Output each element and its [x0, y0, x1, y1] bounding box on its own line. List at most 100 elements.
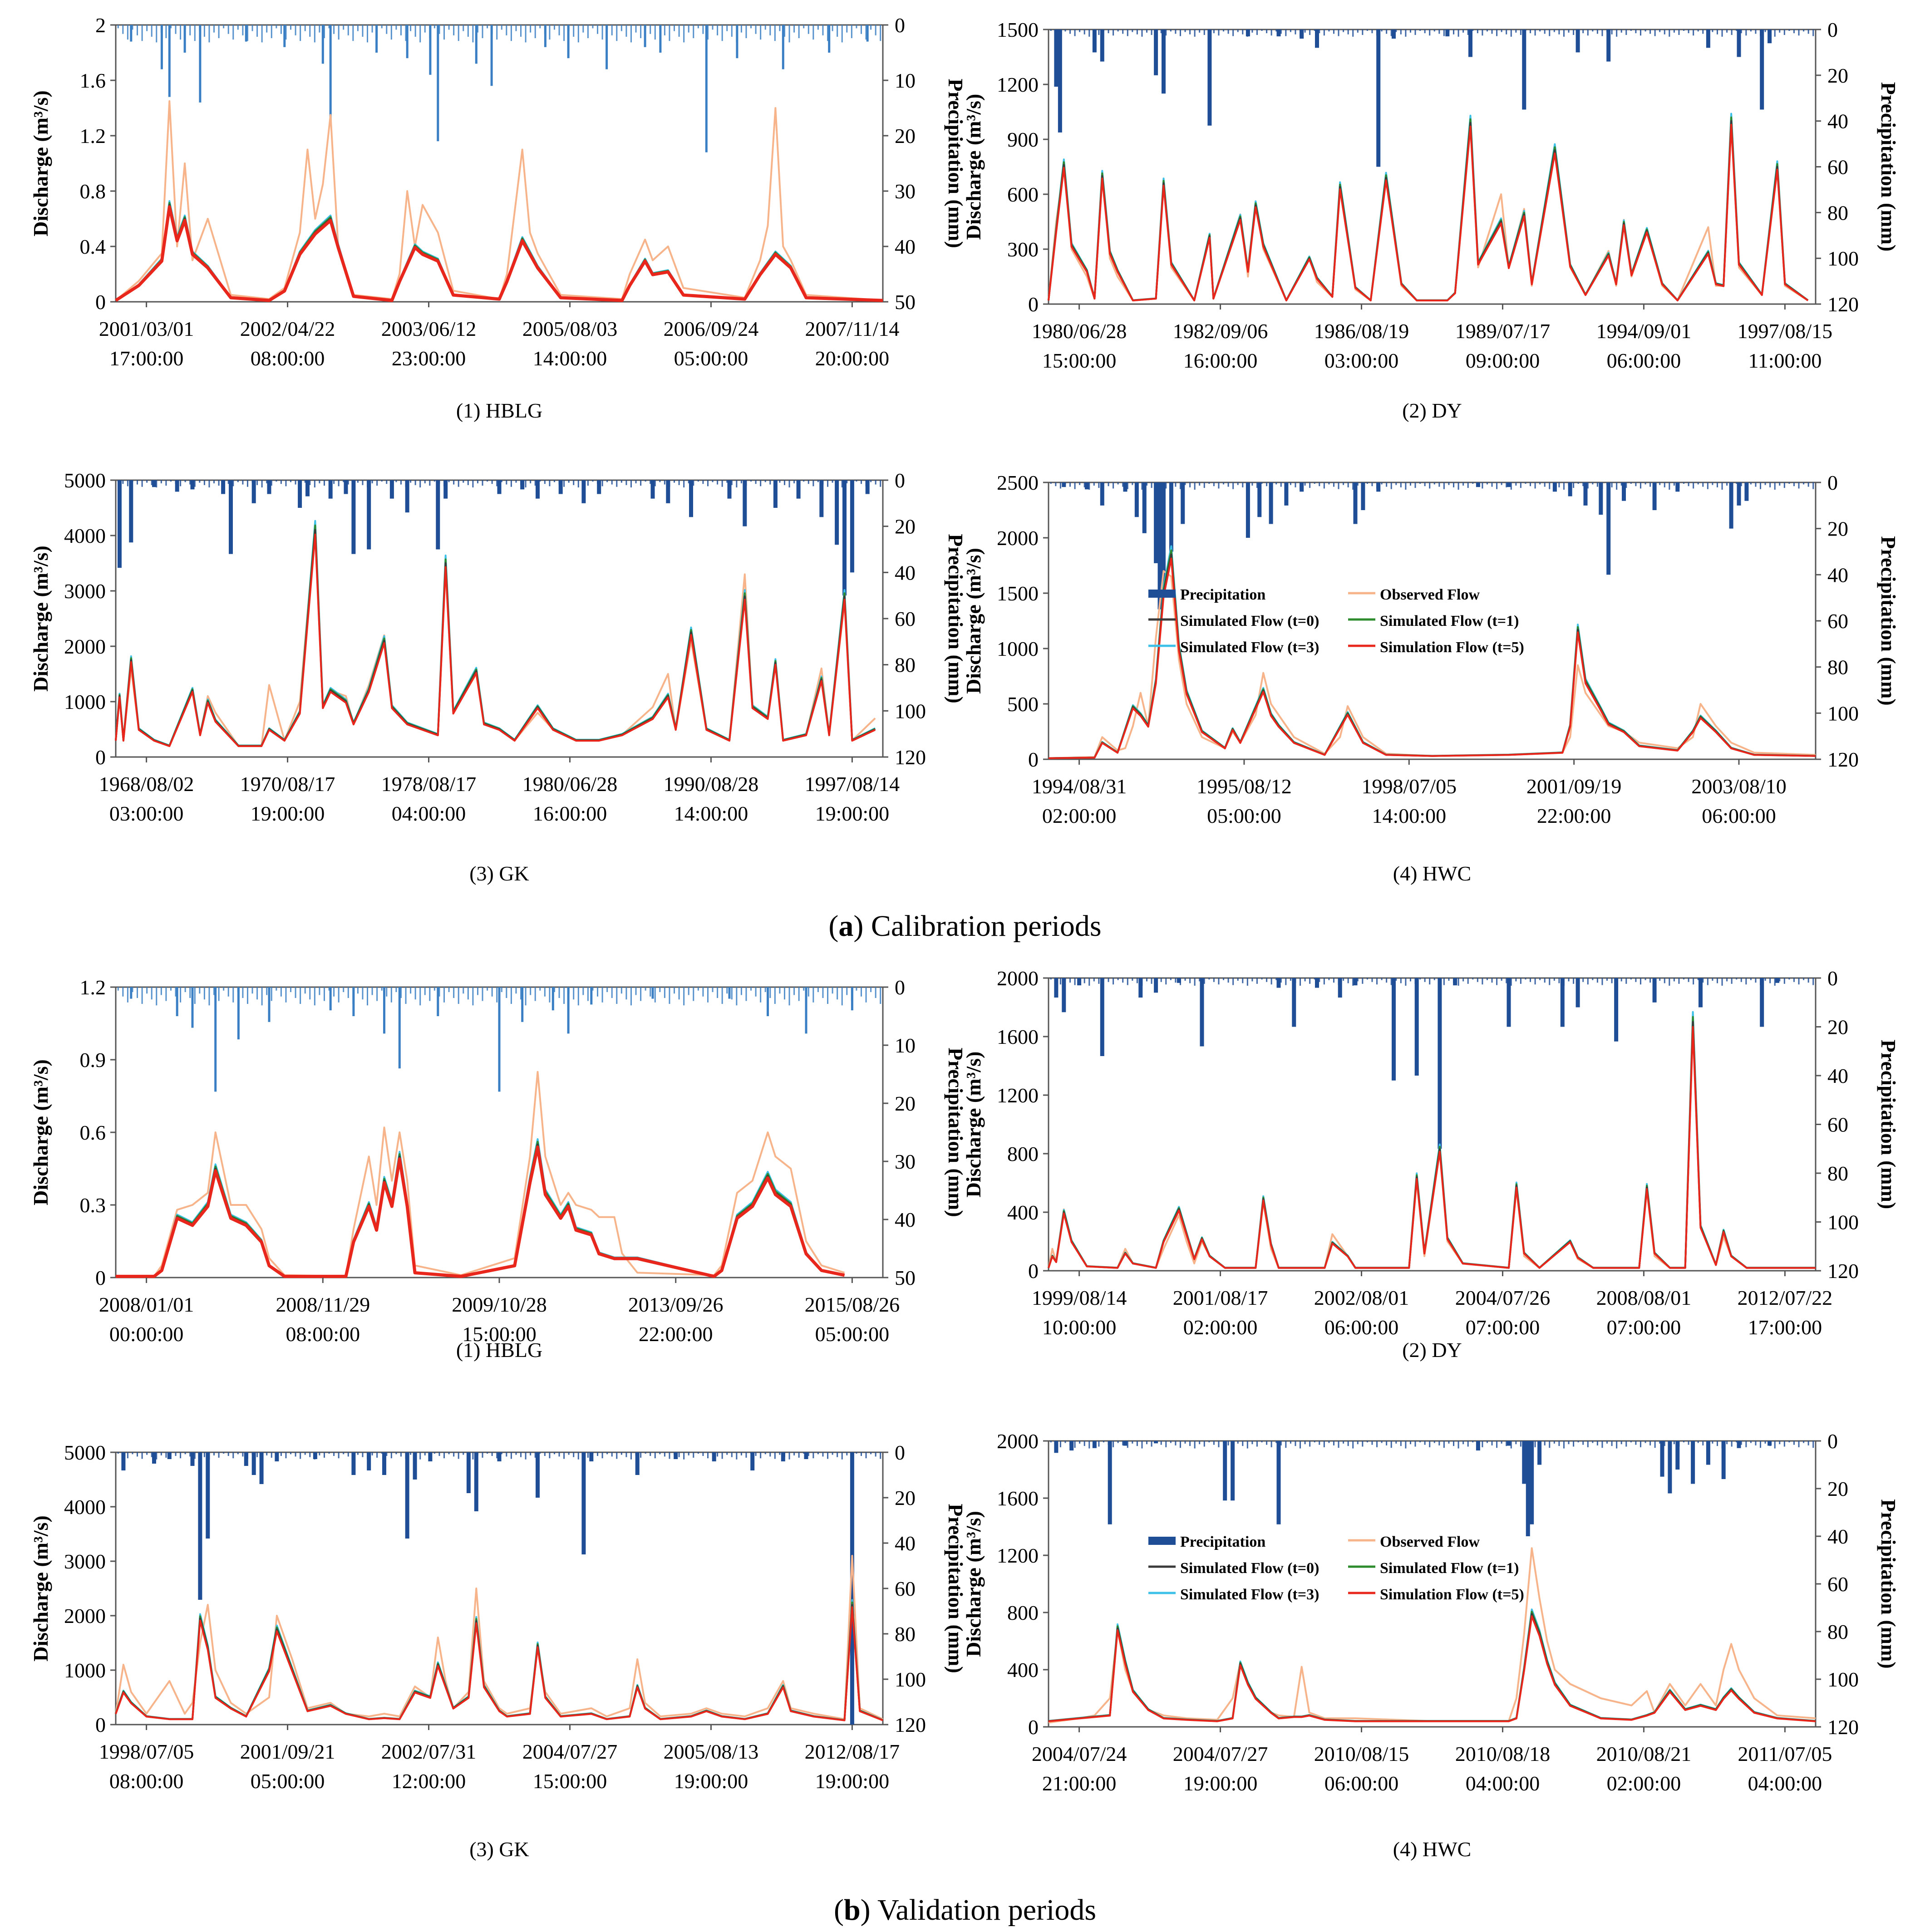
precip-bar-small [568, 987, 570, 994]
precip-bar-small [1764, 978, 1766, 981]
precip-bar-small [837, 480, 838, 485]
precip-bar-small [237, 987, 239, 992]
precip-bar-small [295, 480, 296, 485]
precip-bar-small [1122, 482, 1124, 487]
y-tick-label: 0.9 [80, 1048, 106, 1072]
precip-bar-small [251, 987, 253, 994]
x-tick-label-date: 2003/08/10 [1691, 775, 1787, 798]
precip-bar-small [1693, 1441, 1694, 1447]
precip-bar-small [482, 1452, 483, 1458]
y2-tick-label: 0 [895, 469, 905, 492]
legend-label-sim_t0: Simulated Flow (t=0) [1180, 613, 1319, 629]
precip-bar-small [807, 25, 809, 34]
precip-bar-small [1448, 978, 1450, 981]
precip-bar-small [1414, 978, 1416, 984]
precip-bar-small [1376, 29, 1378, 36]
precip-bar-small [774, 1452, 776, 1459]
precip-bar-small [592, 25, 594, 29]
precip-bar-small [223, 987, 225, 991]
legend-label-sim_t5: Simulation Flow (t=5) [1380, 639, 1524, 656]
precip-bar-small [807, 987, 809, 997]
precip-bar-small [1352, 1441, 1354, 1449]
y-axis-title: Discharge (m³/s) [29, 1059, 52, 1205]
precip-bar-small [501, 1452, 502, 1455]
plot-frame [115, 24, 884, 303]
precip-bar-small [601, 1452, 603, 1459]
precip-bar-small [227, 1452, 229, 1456]
precip-bar-small [1501, 482, 1502, 485]
precip-bar-small [453, 480, 455, 485]
precip-bar-small [1194, 978, 1196, 986]
precip-bar-small [458, 987, 459, 1004]
precip-bar-small [1300, 29, 1301, 37]
precip-bar-small [208, 987, 210, 1006]
precip-bar-small [817, 987, 819, 992]
precip-bar-small [1530, 29, 1531, 34]
precip-bar-small [860, 25, 862, 34]
precip-bar [321, 25, 324, 64]
precip-bar-small [208, 1452, 210, 1460]
precip-bar [597, 480, 601, 494]
precip-bar [674, 1452, 678, 1459]
precip-bar-small [841, 480, 843, 487]
y-tick-label: 600 [1007, 183, 1039, 206]
precip-bar-small [1649, 978, 1651, 983]
precip-bar [1760, 978, 1764, 1027]
precip-bar-small [127, 987, 128, 1003]
precip-bar [1300, 29, 1304, 39]
y-tick-label: 5000 [64, 469, 106, 492]
precip-bar-small [880, 987, 881, 1004]
precip-bar-small [1702, 29, 1704, 34]
precip-bar [727, 480, 732, 499]
x-tick-label-time: 14:00:00 [674, 802, 748, 825]
y2-tick-label: 120 [895, 746, 926, 769]
precip-bar-small [1424, 978, 1426, 982]
precip-bar-small [1390, 482, 1392, 489]
precip-bar-small [1496, 978, 1498, 985]
precip-bar-small [1707, 482, 1708, 489]
precip-bar-small [1362, 482, 1364, 488]
precip-bar-small [1443, 29, 1445, 36]
precip-bar-small [1616, 978, 1618, 986]
precip-bar-small [1352, 482, 1354, 490]
precip-bar-small [712, 480, 714, 482]
precip-bar-small [650, 987, 651, 997]
precip-bar-small [146, 480, 148, 483]
precip-bar [635, 1452, 640, 1475]
precip-bar-small [1644, 29, 1646, 32]
precip-bar-small [731, 987, 733, 1000]
precip-bar-small [1788, 29, 1790, 31]
precip-bar-small [122, 1452, 124, 1456]
precip-bar-small [1429, 978, 1431, 985]
precip-bar [1414, 978, 1419, 1076]
precip-bar-small [1343, 1441, 1344, 1444]
precip-bar [1729, 482, 1733, 529]
precip-bar-small [160, 25, 162, 33]
precip-bar [1675, 482, 1680, 492]
precip-bar-small [678, 25, 680, 37]
precip-bar-small [304, 987, 306, 994]
precip-bar [842, 480, 847, 596]
y2-axis-title: Precipitation (mm) [1877, 1499, 1900, 1668]
sim-flow-t0-line [116, 1143, 845, 1278]
precip-bar [329, 25, 332, 125]
y2-tick-label: 0 [1827, 471, 1838, 494]
precip-bar [367, 1452, 371, 1470]
precip-bar-small [1246, 978, 1248, 986]
precip-bar-small [1611, 978, 1613, 983]
precip-bar-small [1534, 978, 1536, 985]
y2-tick-label: 50 [895, 1266, 916, 1289]
precip-bar [1054, 29, 1059, 87]
precip-bar-small [837, 25, 838, 37]
precip-bar-small [577, 25, 579, 43]
precip-bar [1062, 482, 1066, 487]
y-tick-label: 2500 [997, 471, 1039, 494]
precip-bar-small [323, 987, 325, 1001]
x-tick-label-time: 17:00:00 [109, 347, 184, 370]
precip-bar-small [156, 25, 158, 43]
y2-tick-label: 80 [895, 654, 916, 677]
precip-bar [490, 25, 493, 86]
precip-bar-small [1515, 482, 1517, 486]
x-tick-label-time: 05:00:00 [815, 1322, 890, 1346]
precip-bar-small [1328, 482, 1330, 485]
